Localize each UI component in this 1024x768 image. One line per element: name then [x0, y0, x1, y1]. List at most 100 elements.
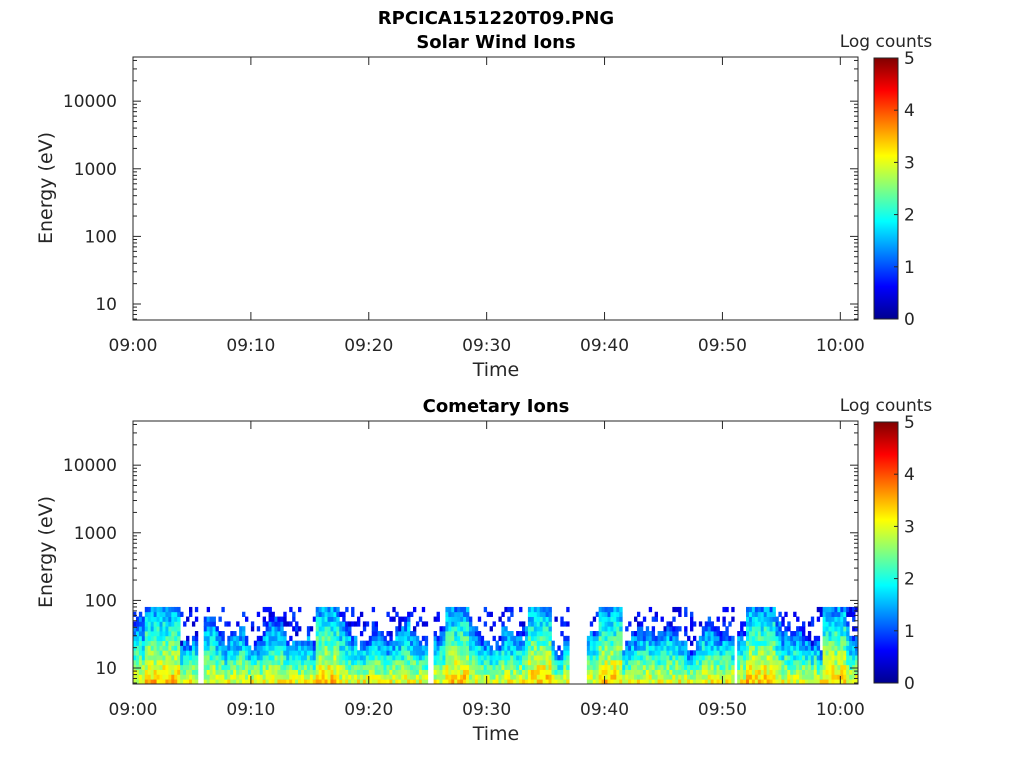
x-tick-label: 09:10: [226, 700, 275, 720]
spectrogram-cell: [504, 679, 508, 685]
spectrogram-cell: [412, 650, 417, 656]
spectrogram-cell: [489, 611, 493, 617]
spectrogram-cell: [483, 640, 488, 646]
spectrogram-cell: [790, 635, 794, 642]
spectrogram-cell: [772, 616, 776, 622]
spectrogram-cell: [365, 655, 370, 661]
spectrogram-cell: [203, 640, 208, 646]
spectrogram-cell: [507, 674, 511, 680]
x-tick-label: 09:30: [462, 700, 511, 720]
spectrogram-cell: [707, 674, 712, 680]
spectrogram-cell: [227, 621, 231, 627]
spectrogram-cell: [283, 674, 287, 680]
spectrogram-cell: [522, 669, 526, 675]
spectrogram-cell: [336, 674, 340, 680]
spectrogram-cell: [436, 611, 440, 617]
x-tick-label: 10:00: [816, 336, 865, 356]
spectrogram-cell: [165, 679, 169, 685]
spectrogram-cell: [648, 664, 653, 670]
spectrogram-cell: [710, 650, 714, 656]
spectrogram-cell: [524, 669, 529, 675]
spectrogram-cell: [589, 659, 594, 666]
spectrogram-cell: [840, 616, 844, 622]
spectrogram-cell: [763, 631, 768, 637]
spectrogram-cell: [460, 631, 464, 637]
spectrogram-cell: [616, 631, 620, 637]
spectrogram-cell: [183, 621, 187, 627]
spectrogram-cell: [262, 645, 267, 651]
spectrogram-cell: [751, 611, 756, 617]
spectrogram-cell: [648, 669, 653, 675]
spectrogram-cell: [165, 674, 169, 680]
spectrogram-cell: [616, 655, 620, 661]
spectrogram-cell: [760, 611, 765, 617]
spectrogram-cell: [548, 659, 552, 666]
spectrogram-cell: [825, 650, 829, 656]
spectrogram-cell: [595, 611, 600, 617]
spectrogram-cell: [162, 650, 166, 656]
spectrogram-cell: [162, 611, 166, 617]
spectrogram-cell: [283, 645, 287, 651]
spectrogram-cell: [277, 650, 281, 656]
spectrogram-cell: [707, 650, 712, 656]
spectrogram-cell: [837, 606, 841, 613]
spectrogram-cell: [692, 679, 697, 685]
spectrogram-cell: [492, 659, 496, 666]
spectrogram-cell: [822, 669, 826, 675]
spectrogram-cell: [790, 640, 794, 646]
spectrogram-cell: [321, 679, 325, 685]
spectrogram-cell: [230, 674, 234, 680]
spectrogram-cell: [763, 616, 768, 622]
spectrogram-cell: [401, 631, 405, 637]
spectrogram-cell: [174, 606, 178, 613]
spectrogram-cell: [548, 645, 552, 651]
spectrogram-cell: [480, 674, 485, 680]
spectrogram-cell: [687, 655, 691, 661]
spectrogram-cell: [743, 669, 747, 675]
spectrogram-cell: [277, 674, 281, 680]
spectrogram-cell: [265, 645, 269, 651]
spectrogram-cell: [607, 635, 611, 642]
spectrogram-cell: [345, 631, 349, 637]
spectrogram-cell: [825, 669, 829, 675]
spectrogram-cell: [852, 606, 856, 613]
spectrogram-cell: [183, 679, 187, 685]
spectrogram-cell: [846, 659, 850, 666]
spectrogram-cell: [351, 645, 355, 651]
spectrogram-cell: [666, 645, 670, 651]
spectrogram-cell: [698, 674, 703, 680]
spectrogram-cell: [224, 621, 228, 627]
spectrogram-cell: [731, 674, 735, 680]
spectrogram-cell: [362, 669, 367, 675]
spectrogram-cell: [183, 664, 187, 670]
spectrogram-cell: [672, 640, 676, 646]
spectrogram-cell: [737, 679, 741, 685]
colorbar-tick-label: 2: [904, 570, 915, 590]
spectrogram-cell: [298, 645, 302, 651]
colorbar-tick-label: 1: [904, 258, 915, 278]
spectrogram-cell: [504, 640, 508, 646]
spectrogram-cell: [536, 669, 541, 675]
spectrogram-cell: [236, 640, 240, 646]
spectrogram-cell: [174, 655, 178, 661]
y-tick-label: 1000: [74, 524, 117, 544]
spectrogram-cell: [407, 635, 411, 642]
spectrogram-cell: [354, 621, 358, 627]
spectrogram-cell: [802, 674, 806, 680]
spectrogram-cell: [799, 669, 803, 675]
spectrogram-cell: [348, 626, 352, 632]
spectrogram-cell: [156, 655, 160, 661]
spectrogram-cell: [445, 645, 449, 651]
spectrogram-cell: [463, 640, 467, 646]
spectrogram-cell: [648, 645, 653, 651]
spectrogram-cell: [613, 616, 617, 622]
spectrogram-cell: [327, 640, 331, 646]
spectrogram-cell: [404, 679, 408, 685]
spectrogram-cell: [519, 655, 523, 661]
spectrogram-cell: [607, 655, 611, 661]
spectrogram-cell: [407, 679, 411, 685]
spectrogram-cell: [501, 674, 505, 680]
spectrogram-cell: [642, 645, 647, 651]
spectrogram-cell: [498, 650, 502, 656]
spectrogram-cell: [454, 664, 458, 670]
